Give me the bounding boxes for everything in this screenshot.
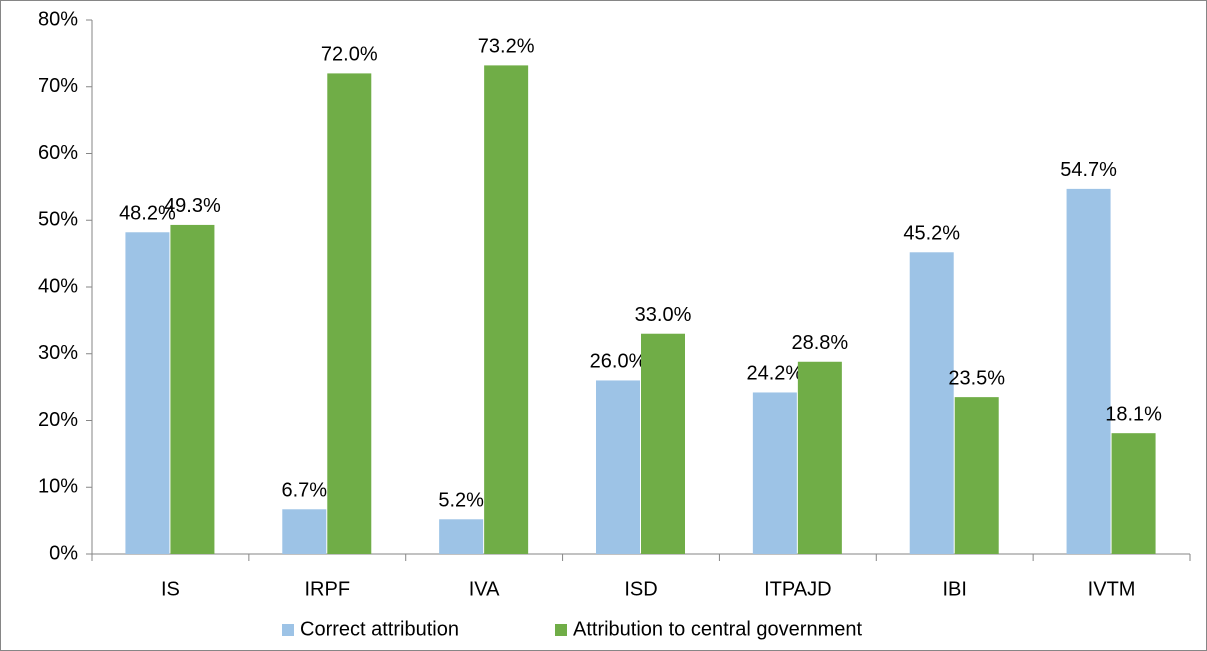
bar bbox=[596, 380, 640, 554]
bar bbox=[327, 73, 372, 555]
bar bbox=[439, 519, 484, 554]
value-label: 23.5% bbox=[948, 367, 1005, 389]
bar bbox=[484, 65, 529, 554]
legend-label: Attribution to central government bbox=[573, 618, 862, 640]
y-tick-label: 80% bbox=[38, 8, 78, 30]
value-label: 49.3% bbox=[164, 195, 221, 217]
legend-swatch bbox=[282, 624, 294, 636]
bar bbox=[170, 224, 215, 555]
value-label: 72.0% bbox=[321, 44, 378, 66]
value-label: 54.7% bbox=[1060, 159, 1117, 181]
x-tick-label: ITPAJD bbox=[764, 578, 831, 600]
y-tick-label: 70% bbox=[38, 75, 78, 97]
y-tick-label: 10% bbox=[38, 476, 78, 498]
x-tick-label: IRPF bbox=[305, 578, 351, 600]
value-label: 26.0% bbox=[590, 351, 647, 373]
bar bbox=[125, 232, 170, 554]
x-tick-label: IS bbox=[161, 578, 180, 600]
value-label: 73.2% bbox=[478, 36, 535, 58]
y-tick-label: 50% bbox=[38, 209, 78, 231]
x-tick-label: ISD bbox=[624, 578, 657, 600]
bar bbox=[797, 361, 842, 554]
value-label: 5.2% bbox=[438, 490, 484, 512]
bar bbox=[1066, 188, 1111, 554]
x-tick-label: IVA bbox=[469, 578, 500, 600]
value-label: 48.2% bbox=[119, 203, 176, 225]
y-tick-label: 0% bbox=[49, 542, 78, 564]
bar bbox=[752, 392, 797, 554]
y-tick-label: 60% bbox=[38, 142, 78, 164]
value-label: 33.0% bbox=[635, 304, 692, 326]
y-tick-label: 20% bbox=[38, 409, 78, 431]
legend-label: Correct attribution bbox=[300, 618, 459, 640]
bar bbox=[909, 252, 954, 555]
y-tick-label: 40% bbox=[38, 275, 78, 297]
bar bbox=[282, 509, 327, 554]
value-label: 28.8% bbox=[791, 332, 848, 354]
x-tick-label: IBI bbox=[942, 578, 966, 600]
bar bbox=[641, 333, 685, 554]
legend-swatch bbox=[555, 624, 567, 636]
value-label: 24.2% bbox=[746, 363, 803, 385]
bar bbox=[1111, 433, 1156, 554]
x-tick-label: IVTM bbox=[1088, 578, 1136, 600]
value-label: 45.2% bbox=[903, 223, 960, 245]
y-tick-label: 30% bbox=[38, 342, 78, 364]
bar bbox=[954, 397, 999, 554]
value-label: 6.7% bbox=[281, 480, 327, 502]
value-label: 18.1% bbox=[1105, 403, 1162, 425]
